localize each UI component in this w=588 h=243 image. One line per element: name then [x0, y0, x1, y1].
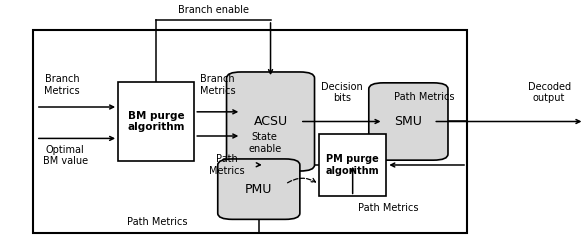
- FancyBboxPatch shape: [118, 82, 194, 161]
- Text: Decision
bits: Decision bits: [321, 82, 363, 103]
- Text: Branch
Metrics: Branch Metrics: [45, 74, 80, 96]
- Text: Path Metrics: Path Metrics: [358, 203, 418, 214]
- FancyBboxPatch shape: [218, 159, 300, 219]
- FancyBboxPatch shape: [226, 72, 315, 171]
- Text: Path
Metrics: Path Metrics: [209, 154, 245, 176]
- Text: Path Metrics: Path Metrics: [128, 217, 188, 227]
- Text: State
enable: State enable: [248, 132, 281, 154]
- Text: BM purge
algorithm: BM purge algorithm: [128, 111, 185, 132]
- Text: Optimal
BM value: Optimal BM value: [43, 145, 88, 166]
- Text: Decoded
output: Decoded output: [527, 82, 571, 103]
- Text: PM purge
algorithm: PM purge algorithm: [326, 154, 379, 176]
- FancyBboxPatch shape: [369, 83, 448, 160]
- Text: ACSU: ACSU: [253, 115, 288, 128]
- Text: SMU: SMU: [395, 115, 422, 128]
- Text: Branch enable: Branch enable: [178, 5, 249, 15]
- Text: Branch
Metrics: Branch Metrics: [200, 74, 236, 96]
- FancyBboxPatch shape: [319, 134, 386, 196]
- Bar: [33, 30, 467, 233]
- Text: PMU: PMU: [245, 183, 272, 196]
- Text: Path Metrics: Path Metrics: [395, 92, 455, 102]
